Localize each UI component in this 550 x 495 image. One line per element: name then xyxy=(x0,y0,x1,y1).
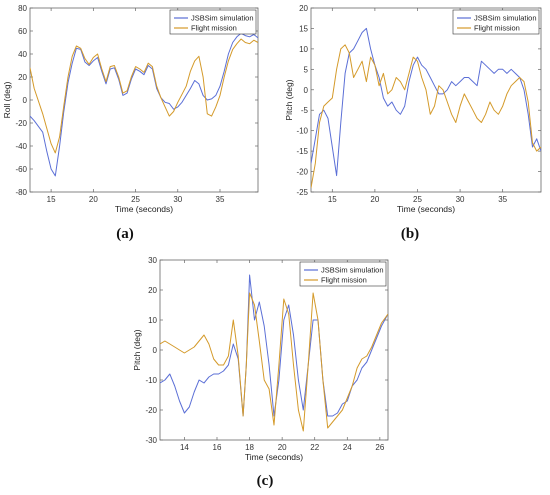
y-tick-label: -15 xyxy=(296,147,308,156)
y-tick-label: 0 xyxy=(23,96,28,105)
y-tick-label: -20 xyxy=(145,406,157,415)
chart-a: 15 20 25 30 35 -80 -60 -40 -20 0 20 40 60 80 JSBSim si… xyxy=(2,4,259,242)
y-axis-label: Pitch (deg) xyxy=(284,79,294,120)
x-tick-label: 35 xyxy=(498,195,507,204)
x-tick-label: 30 xyxy=(456,195,465,204)
y-tick-label: 15 xyxy=(299,24,308,33)
y-tick-label: -30 xyxy=(145,436,157,445)
x-tick-label: 26 xyxy=(375,443,384,452)
series-line-flight-mission xyxy=(30,38,258,154)
y-axis-label: Pitch (deg) xyxy=(132,329,142,370)
y-tick-label: -5 xyxy=(301,106,309,115)
y-tick-label: -80 xyxy=(15,188,27,197)
panel-caption: (a) xyxy=(116,226,134,242)
legend-label: Flight mission xyxy=(191,24,237,33)
y-tick-label: 0 xyxy=(304,86,309,95)
series-line-jsbsim xyxy=(160,274,388,417)
series-line-jsbsim xyxy=(30,32,258,177)
legend-label: JSBSim simulation xyxy=(474,14,537,23)
y-tick-label: 80 xyxy=(18,4,27,13)
x-tick-label: 20 xyxy=(89,195,98,204)
y-tick-label: 30 xyxy=(148,256,157,265)
plot-area-a xyxy=(29,7,259,193)
x-tick-label: 16 xyxy=(213,443,222,452)
y-tick-label: 10 xyxy=(299,45,308,54)
legend-label: JSBSim simulation xyxy=(191,14,254,23)
y-tick-label: 20 xyxy=(148,286,157,295)
x-axis-label: Time (seconds) xyxy=(245,452,303,462)
y-tick-label: 20 xyxy=(299,4,308,13)
x-tick-label: 25 xyxy=(413,195,422,204)
legend-box xyxy=(452,9,540,35)
series-line-flight-mission xyxy=(160,292,388,432)
legend-box xyxy=(299,261,387,287)
x-tick-label: 30 xyxy=(173,195,182,204)
y-tick-label: -25 xyxy=(296,188,308,197)
series-line-flight-mission xyxy=(311,44,541,188)
legend-box xyxy=(169,9,257,35)
panel-caption: (c) xyxy=(257,473,274,489)
y-tick-label: 5 xyxy=(304,65,309,74)
x-tick-label: 20 xyxy=(370,195,379,204)
plot-area-b xyxy=(310,7,542,193)
y-tick-label: 40 xyxy=(18,50,27,59)
y-axis-label: Roll (deg) xyxy=(2,81,12,118)
chart-b: 15 20 25 30 35 -25 -20 -15 -10 -5 0 5 10 15 20 JSBSim s… xyxy=(284,4,542,242)
legend-label: Flight mission xyxy=(321,276,367,285)
y-tick-label: -40 xyxy=(15,142,27,151)
panel-caption: (b) xyxy=(401,226,419,242)
x-tick-label: 22 xyxy=(310,443,319,452)
legend-label: Flight mission xyxy=(474,24,520,33)
y-tick-label: -20 xyxy=(15,119,27,128)
x-axis-label: Time (seconds) xyxy=(397,204,455,214)
legend-label: JSBSim simulation xyxy=(321,266,384,275)
y-tick-label: -10 xyxy=(296,127,308,136)
x-tick-label: 25 xyxy=(131,195,140,204)
y-tick-label: -60 xyxy=(15,165,27,174)
x-tick-label: 18 xyxy=(245,443,254,452)
x-tick-label: 15 xyxy=(328,195,337,204)
plot-area-c xyxy=(159,259,389,441)
y-tick-label: -10 xyxy=(145,376,157,385)
chart-c: 14 16 18 20 22 24 26 -30 -20 -10 0 10 20 30 JSBSim sim… xyxy=(132,256,389,489)
x-tick-label: 15 xyxy=(47,195,56,204)
x-tick-label: 14 xyxy=(180,443,189,452)
y-tick-label: 0 xyxy=(153,346,158,355)
y-tick-label: -20 xyxy=(296,168,308,177)
x-tick-label: 20 xyxy=(278,443,287,452)
x-tick-label: 24 xyxy=(343,443,352,452)
y-tick-label: 20 xyxy=(18,73,27,82)
x-tick-label: 35 xyxy=(216,195,225,204)
y-tick-label: 60 xyxy=(18,27,27,36)
x-axis-label: Time (seconds) xyxy=(115,204,173,214)
y-tick-label: 10 xyxy=(148,316,157,325)
